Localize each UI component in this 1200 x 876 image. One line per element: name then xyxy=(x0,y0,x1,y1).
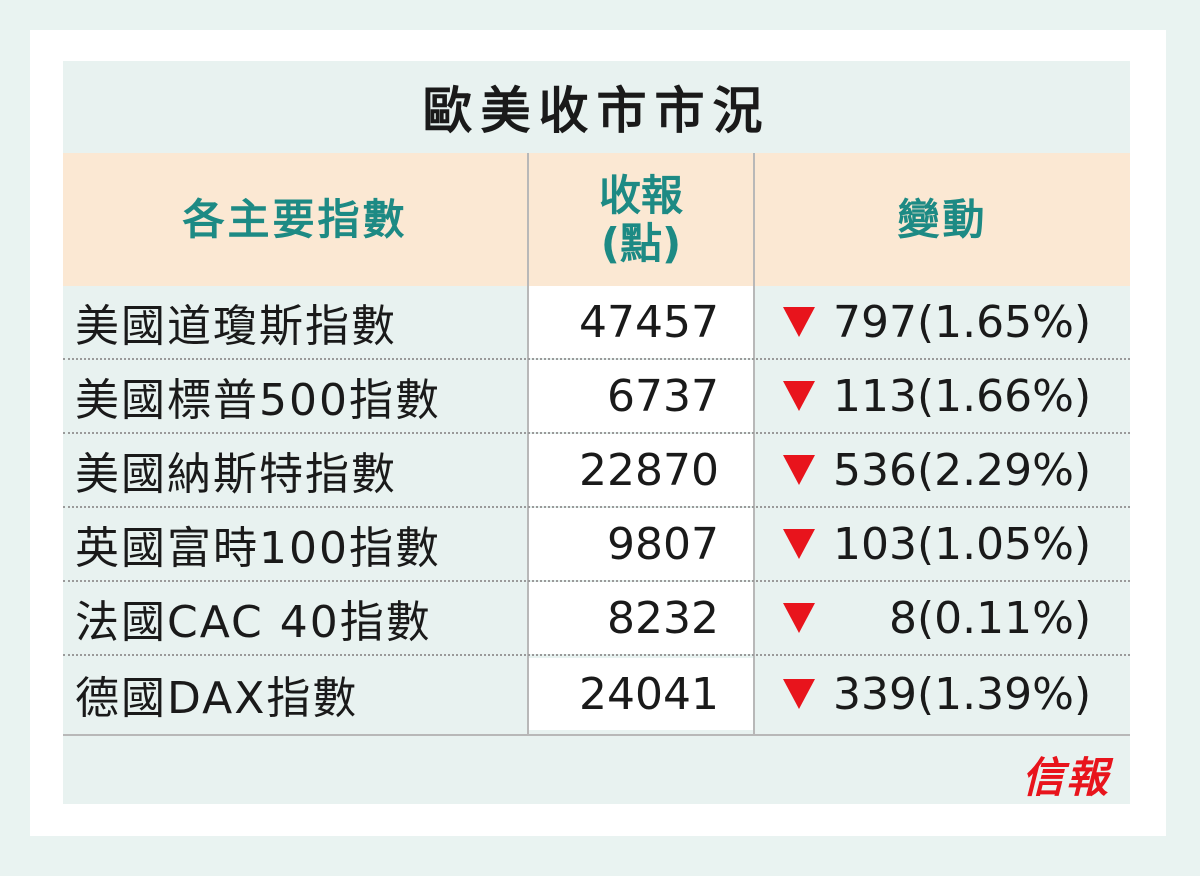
header-change: 變動 xyxy=(897,194,988,244)
table-row: 美國標普500指數 6737 113 (1.66%) xyxy=(63,360,1130,434)
close-value: 8232 xyxy=(529,582,753,654)
table-row: 美國道瓊斯指數 47457 797 (1.65%) xyxy=(63,286,1130,360)
change-cell: 797 (1.65%) xyxy=(755,286,1130,358)
table-row: 法國CAC 40指數 8232 8 (0.11%) xyxy=(63,582,1130,656)
down-triangle-icon xyxy=(783,529,815,559)
card-frame: 歐美收市市況 各主要指數 收報 (點) 變動 美國道瓊斯指數 47457 797… xyxy=(30,30,1166,836)
down-triangle-icon xyxy=(783,679,815,709)
change-points: 339 xyxy=(833,668,917,720)
page-title: 歐美收市市況 xyxy=(422,82,771,140)
header-close-line2: (點) xyxy=(600,218,682,268)
change-points: 536 xyxy=(833,444,917,496)
change-cell: 103 (1.05%) xyxy=(755,508,1130,580)
close-value: 24041 xyxy=(529,658,753,730)
column-divider xyxy=(527,153,529,734)
change-points: 797 xyxy=(833,296,917,348)
change-percent: (1.66%) xyxy=(917,370,1092,422)
index-name: 美國納斯特指數 xyxy=(75,449,397,500)
header-close: 收報 (點) xyxy=(529,153,753,286)
close-value: 6737 xyxy=(529,360,753,432)
table-header: 各主要指數 收報 (點) 變動 xyxy=(63,153,1130,286)
close-value: 47457 xyxy=(529,286,753,358)
change-points: 103 xyxy=(833,518,917,570)
change-points: 8 xyxy=(889,592,917,644)
column-divider xyxy=(753,153,755,734)
change-points: 113 xyxy=(833,370,917,422)
table-bottom-rule xyxy=(63,734,1130,736)
index-name: 德國DAX指數 xyxy=(75,673,359,724)
brand-logo: 信報 xyxy=(1021,752,1110,802)
down-triangle-icon xyxy=(783,381,815,411)
close-value: 22870 xyxy=(529,434,753,506)
index-name: 法國CAC 40指數 xyxy=(75,597,432,648)
change-percent: (1.65%) xyxy=(917,296,1092,348)
index-name: 美國道瓊斯指數 xyxy=(75,301,397,352)
change-percent: (0.11%) xyxy=(917,592,1092,644)
table-row: 美國納斯特指數 22870 536 (2.29%) xyxy=(63,434,1130,508)
down-triangle-icon xyxy=(783,455,815,485)
down-triangle-icon xyxy=(783,603,815,633)
table-row: 德國DAX指數 24041 339 (1.39%) xyxy=(63,658,1130,732)
market-table-panel: 歐美收市市況 各主要指數 收報 (點) 變動 美國道瓊斯指數 47457 797… xyxy=(63,61,1130,804)
header-index-name: 各主要指數 xyxy=(182,194,408,244)
header-close-line1: 收報 xyxy=(598,170,683,220)
change-percent: (1.39%) xyxy=(917,668,1092,720)
close-value: 9807 xyxy=(529,508,753,580)
change-cell: 339 (1.39%) xyxy=(755,658,1130,730)
change-cell: 536 (2.29%) xyxy=(755,434,1130,506)
table-row: 英國富時100指數 9807 103 (1.05%) xyxy=(63,508,1130,582)
change-percent: (2.29%) xyxy=(917,444,1092,496)
change-percent: (1.05%) xyxy=(917,518,1092,570)
index-name: 英國富時100指數 xyxy=(75,523,441,574)
change-cell: 113 (1.66%) xyxy=(755,360,1130,432)
down-triangle-icon xyxy=(783,307,815,337)
change-cell: 8 (0.11%) xyxy=(755,582,1130,654)
index-name: 美國標普500指數 xyxy=(75,375,441,426)
